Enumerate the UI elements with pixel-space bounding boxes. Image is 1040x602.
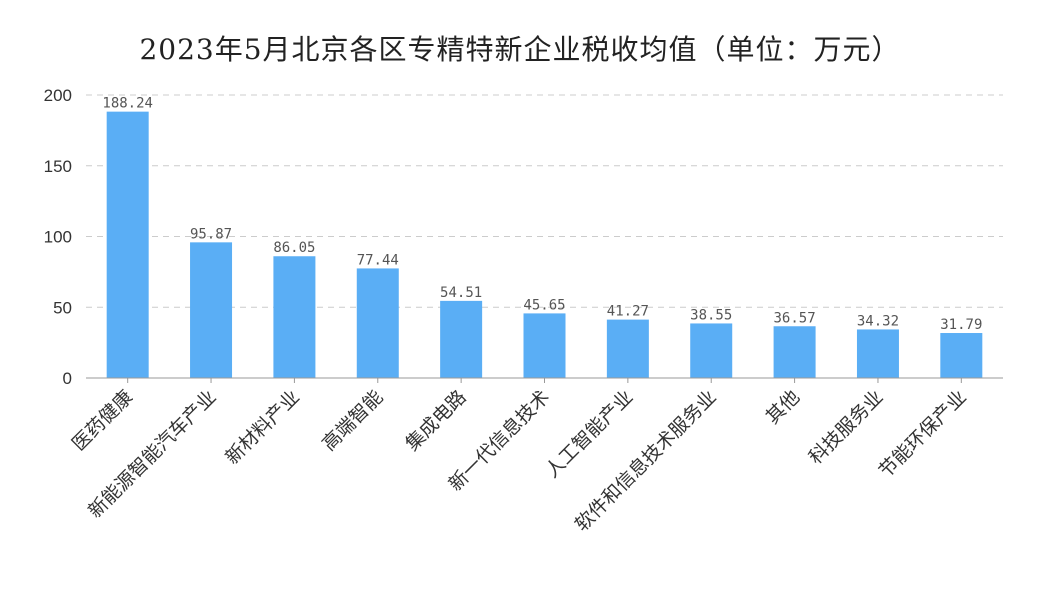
y-tick-label: 100 xyxy=(44,228,72,247)
data-label: 36.57 xyxy=(774,310,816,326)
data-label: 86.05 xyxy=(273,240,315,256)
x-tick-label: 科技服务业 xyxy=(805,386,888,469)
grid-lines xyxy=(86,94,1003,308)
value-labels: 188.24 95.87 86.05 77.44 54.51 45.65 41.27 38.5… xyxy=(102,96,982,333)
bar xyxy=(190,242,233,378)
bar xyxy=(523,313,566,378)
y-tick-label: 150 xyxy=(44,157,72,176)
x-tick-label: 新材料产业 xyxy=(221,386,304,469)
data-label: 31.79 xyxy=(940,317,982,333)
y-tick-label: 0 xyxy=(63,369,72,388)
data-label: 45.65 xyxy=(523,297,565,313)
y-tick-label: 50 xyxy=(53,298,72,317)
bar xyxy=(940,333,983,378)
y-axis: 0 50 100 150 200 xyxy=(44,86,72,388)
bar xyxy=(440,300,483,378)
x-tick-label: 软件和信息技术服务业 xyxy=(571,386,721,536)
x-tick-label: 节能环保产业 xyxy=(875,386,971,482)
x-tick-label: 高端智能 xyxy=(318,386,387,455)
y-tick-label: 200 xyxy=(44,86,72,105)
bar xyxy=(856,329,899,378)
x-tick-label: 医药健康 xyxy=(68,386,137,455)
x-tick-label: 其他 xyxy=(762,386,804,428)
x-tick-label: 集成电路 xyxy=(401,386,470,455)
data-label: 95.87 xyxy=(190,226,232,242)
bar xyxy=(356,268,399,378)
bar xyxy=(106,111,149,378)
data-label: 188.24 xyxy=(102,96,153,112)
bar xyxy=(773,326,816,378)
bar xyxy=(273,256,316,378)
data-label: 38.55 xyxy=(690,307,732,323)
data-label: 77.44 xyxy=(357,252,399,268)
data-label: 41.27 xyxy=(607,304,649,320)
bar xyxy=(606,319,649,378)
chart-title: 2023年5月北京各区专精特新企业税收均值（单位：万元） xyxy=(139,33,901,66)
data-label: 54.51 xyxy=(440,285,482,301)
bar xyxy=(690,323,733,378)
data-label: 34.32 xyxy=(857,313,899,329)
bars xyxy=(106,111,983,378)
